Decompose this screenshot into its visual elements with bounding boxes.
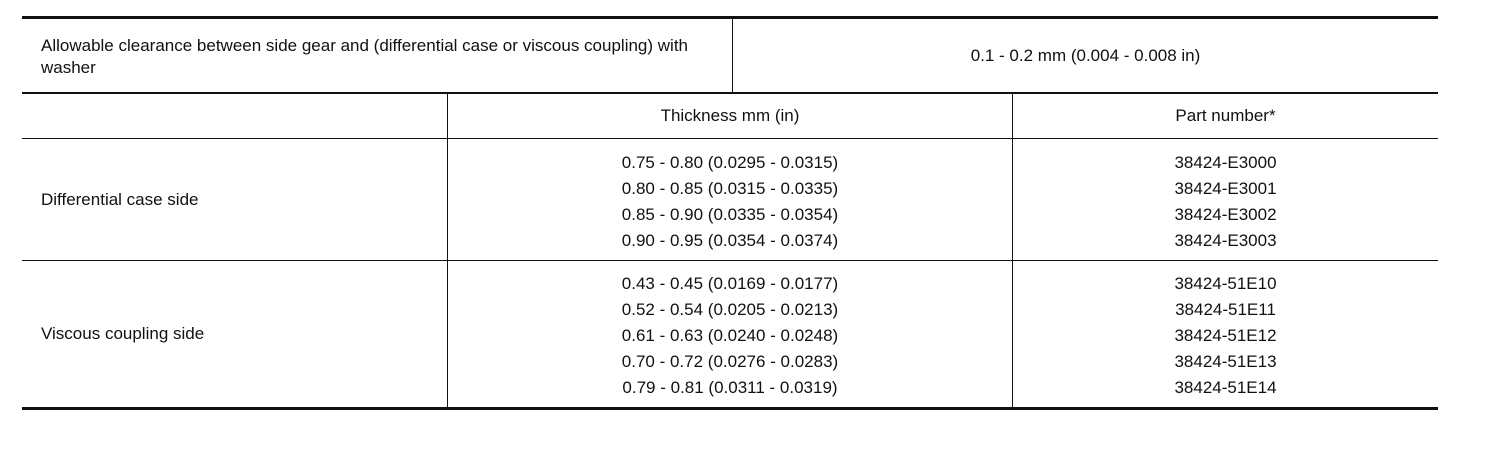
part-number-column: 38424-E3000 38424-E3001 38424-E3002 3842… bbox=[1013, 150, 1438, 254]
spec-table: Allowable clearance between side gear an… bbox=[22, 16, 1438, 410]
clearance-value: 0.1 - 0.2 mm (0.004 - 0.008 in) bbox=[970, 46, 1201, 65]
part-number-value: 38424-51E14 bbox=[1174, 378, 1277, 397]
thickness-value: 0.80 - 0.85 (0.0315 - 0.0335) bbox=[621, 179, 839, 198]
part-number-value: 38424-51E11 bbox=[1175, 300, 1276, 319]
header-divider-2 bbox=[1012, 94, 1013, 138]
thickness-value: 0.70 - 0.72 (0.0276 - 0.0283) bbox=[621, 352, 839, 371]
thickness-value: 0.79 - 0.81 (0.0311 - 0.0319) bbox=[622, 378, 838, 397]
group-divider-1 bbox=[447, 261, 448, 407]
part-number-value: 38424-51E12 bbox=[1174, 326, 1277, 345]
part-number-value: 38424-E3000 bbox=[1174, 153, 1277, 172]
clearance-row: Allowable clearance between side gear an… bbox=[22, 19, 1438, 92]
part-number-value: 38424-E3002 bbox=[1174, 205, 1277, 224]
thickness-value: 0.52 - 0.54 (0.0205 - 0.0213) bbox=[621, 300, 839, 319]
table-header-row: Thickness mm (in) Part number* bbox=[22, 94, 1438, 138]
thickness-value: 0.61 - 0.63 (0.0240 - 0.0248) bbox=[621, 326, 839, 345]
clearance-bottom-rule bbox=[22, 92, 1438, 94]
group-differential-case: Differential case side 0.75 - 0.80 (0.02… bbox=[22, 139, 1438, 260]
clearance-label: Allowable clearance between side gear an… bbox=[41, 36, 688, 77]
part-number-value: 38424-51E13 bbox=[1174, 352, 1277, 371]
part-number-column: 38424-51E10 38424-51E11 38424-51E12 3842… bbox=[1013, 271, 1438, 401]
clearance-divider bbox=[732, 19, 733, 92]
thickness-value: 0.85 - 0.90 (0.0335 - 0.0354) bbox=[621, 205, 839, 224]
table-bottom-rule bbox=[22, 407, 1438, 410]
group-label: Differential case side bbox=[41, 190, 199, 209]
group-divider-2 bbox=[1012, 261, 1013, 407]
part-number-value: 38424-E3001 bbox=[1174, 179, 1277, 198]
part-number-value: 38424-E3003 bbox=[1174, 231, 1277, 250]
table-top-rule bbox=[22, 16, 1438, 19]
header-bottom-rule bbox=[22, 138, 1438, 139]
header-divider-1 bbox=[447, 94, 448, 138]
thickness-column: 0.43 - 0.45 (0.0169 - 0.0177) 0.52 - 0.5… bbox=[448, 271, 1012, 401]
group-viscous-coupling: Viscous coupling side 0.43 - 0.45 (0.016… bbox=[22, 261, 1438, 407]
group-divider-1 bbox=[447, 139, 448, 260]
thickness-value: 0.43 - 0.45 (0.0169 - 0.0177) bbox=[621, 274, 839, 293]
thickness-value: 0.90 - 0.95 (0.0354 - 0.0374) bbox=[621, 231, 839, 250]
group-separator-rule bbox=[22, 260, 1438, 261]
thickness-value: 0.75 - 0.80 (0.0295 - 0.0315) bbox=[621, 153, 839, 172]
header-thickness: Thickness mm (in) bbox=[660, 106, 800, 125]
header-part-number: Part number* bbox=[1175, 106, 1276, 125]
group-divider-2 bbox=[1012, 139, 1013, 260]
part-number-value: 38424-51E10 bbox=[1174, 274, 1277, 293]
group-label: Viscous coupling side bbox=[41, 324, 205, 343]
thickness-column: 0.75 - 0.80 (0.0295 - 0.0315) 0.80 - 0.8… bbox=[448, 150, 1012, 254]
